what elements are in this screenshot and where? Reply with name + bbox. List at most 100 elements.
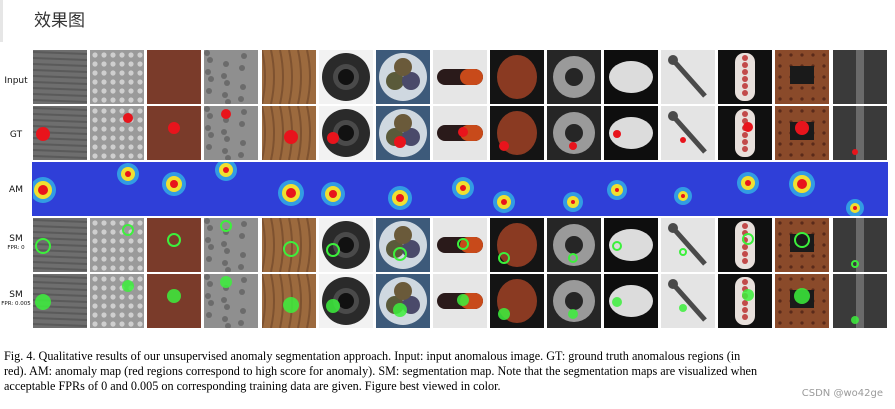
texture-speck — [221, 73, 227, 79]
texture-dot — [92, 70, 98, 76]
image-tile-zipper — [833, 218, 887, 272]
board-hole — [822, 254, 826, 258]
pill-body — [609, 229, 653, 261]
texture-speck — [208, 300, 214, 306]
tile-image — [319, 274, 373, 328]
tile-image — [661, 106, 715, 160]
texture-dot — [92, 52, 98, 58]
board-hole — [778, 243, 782, 247]
wood-grain — [288, 218, 293, 272]
tile-image — [433, 50, 487, 104]
anomaly-peak — [681, 194, 685, 198]
board-hole — [778, 75, 782, 79]
texture-dot — [92, 135, 98, 141]
texture-dot — [92, 312, 98, 318]
board-hole — [811, 321, 815, 325]
tile-image — [33, 106, 87, 160]
texture-dot — [128, 256, 134, 262]
image-tile-wood — [262, 218, 316, 272]
image-tile-toothbrush — [718, 106, 772, 160]
texture-speck — [240, 308, 246, 314]
image-tile-metal_nut — [547, 106, 601, 160]
bottle-opening — [338, 69, 354, 85]
screw-body — [671, 282, 707, 322]
texture-speck — [224, 80, 230, 86]
tile-image — [147, 50, 201, 104]
board-hole — [789, 86, 793, 90]
image-tile-grid — [90, 50, 144, 104]
board-hole — [789, 97, 793, 101]
zipper-teeth — [856, 274, 864, 328]
board-hole — [811, 153, 815, 157]
texture-speck — [225, 155, 231, 160]
tile-image — [262, 106, 316, 160]
texture-dot — [101, 312, 107, 318]
segmentation-region — [167, 289, 181, 303]
board-hole — [789, 277, 793, 281]
texture-speck — [224, 304, 230, 310]
wood-grain — [270, 274, 275, 328]
texture-line — [33, 87, 87, 91]
image-tile-transistor — [775, 162, 829, 216]
image-tile-cable — [376, 50, 430, 104]
texture-dot — [101, 153, 107, 159]
texture-speck — [204, 50, 210, 56]
bristle — [742, 258, 748, 264]
board-hole — [822, 232, 826, 236]
board-hole — [789, 109, 793, 113]
texture-dot — [110, 294, 116, 300]
image-tile-grid — [90, 274, 144, 328]
board-hole — [811, 221, 815, 225]
board-hole — [822, 288, 826, 292]
tile-image — [376, 50, 430, 104]
anomaly-peak — [329, 190, 337, 198]
texture-speck — [225, 99, 231, 104]
image-tile-hazelnut — [490, 50, 544, 104]
texture-line — [33, 107, 87, 111]
bristle — [742, 139, 748, 145]
texture-line — [33, 267, 87, 271]
segmentation-region — [220, 276, 232, 288]
texture-line — [33, 323, 87, 327]
texture-dot — [92, 303, 98, 309]
bottle-opening — [338, 125, 354, 141]
texture-dot — [110, 153, 116, 159]
tile-image — [604, 106, 658, 160]
texture-line — [33, 261, 87, 265]
texture-dot — [110, 108, 116, 114]
bristle — [742, 111, 748, 117]
texture-dot — [137, 247, 143, 253]
texture-dot — [137, 79, 143, 85]
wood-grain — [279, 50, 284, 104]
bristle — [742, 314, 748, 320]
screw-head — [668, 55, 678, 65]
texture-dot — [110, 276, 116, 282]
texture-speck — [207, 113, 213, 119]
texture-dot — [110, 135, 116, 141]
row-label-text: SM — [9, 234, 23, 244]
image-tile-hazelnut — [490, 106, 544, 160]
segmentation-outline — [498, 252, 510, 264]
texture-dot — [119, 247, 125, 253]
board-hole — [822, 109, 826, 113]
texture-dot — [137, 108, 143, 114]
board-hole — [778, 53, 782, 57]
ground-truth-region — [168, 122, 180, 134]
tile-image — [604, 50, 658, 104]
segmentation-outline — [568, 253, 578, 263]
bristle — [742, 69, 748, 75]
segmentation-outline — [283, 241, 299, 257]
board-hole — [811, 142, 815, 146]
texture-speck — [239, 65, 245, 71]
texture-dot — [128, 153, 134, 159]
image-tile-leather — [147, 218, 201, 272]
segmentation-outline — [742, 233, 754, 245]
texture-dot — [101, 117, 107, 123]
tile-image — [319, 218, 373, 272]
row-label-text: Input — [4, 76, 28, 86]
texture-dot — [92, 238, 98, 244]
board-hole — [778, 310, 782, 314]
texture-dot — [119, 303, 125, 309]
wood-grain — [297, 218, 302, 272]
bottle-opening — [338, 293, 354, 309]
